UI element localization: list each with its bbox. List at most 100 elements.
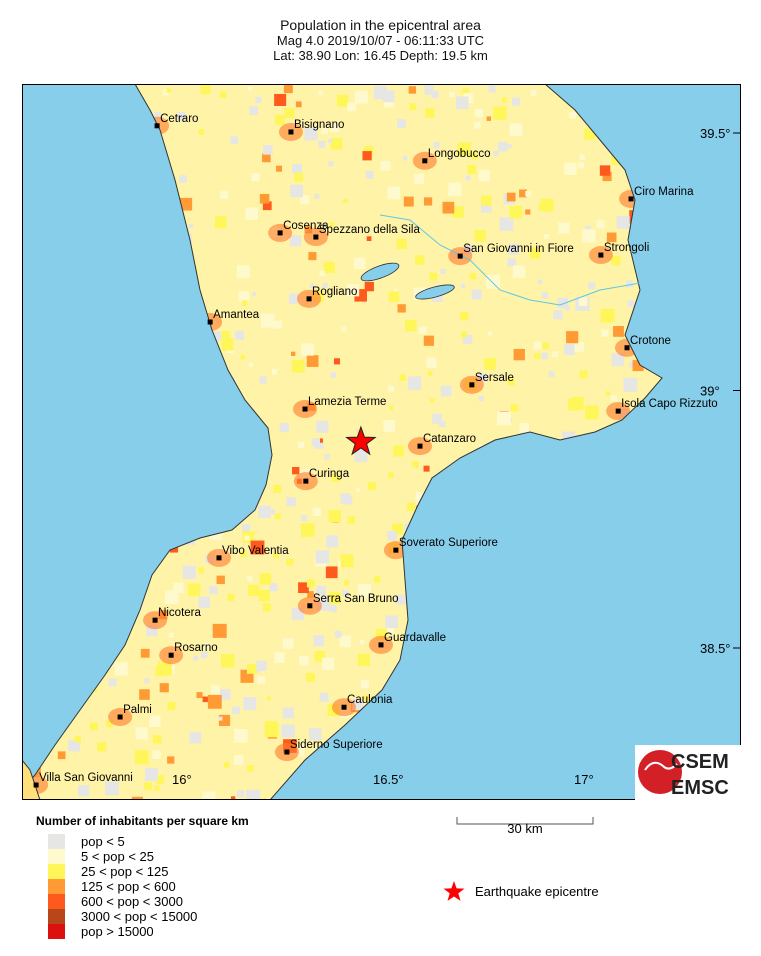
density-cell bbox=[405, 319, 417, 332]
city-label: Rosarno bbox=[174, 642, 217, 654]
density-cell bbox=[542, 342, 549, 350]
density-cell bbox=[507, 258, 516, 267]
density-cell bbox=[318, 140, 326, 148]
legend-item: 125 < pop < 600 bbox=[48, 879, 176, 894]
density-cell bbox=[299, 655, 309, 666]
density-cell bbox=[403, 196, 414, 207]
city-marker bbox=[628, 196, 634, 202]
density-cell bbox=[311, 438, 321, 447]
city-label: Cetraro bbox=[160, 113, 198, 125]
density-cell bbox=[474, 109, 484, 118]
density-cell bbox=[291, 359, 305, 373]
density-cell bbox=[167, 756, 175, 764]
density-cell bbox=[155, 775, 164, 784]
city-label: Nicotera bbox=[158, 607, 201, 619]
ionian-sea bbox=[269, 84, 741, 800]
density-cell bbox=[209, 585, 218, 595]
density-cell bbox=[365, 170, 374, 179]
legend-label: pop < 5 bbox=[81, 834, 125, 849]
density-cell bbox=[68, 739, 80, 752]
density-cell bbox=[397, 304, 406, 313]
city-label: Bisignano bbox=[294, 119, 345, 131]
density-cell bbox=[606, 232, 617, 243]
legend-item: pop > 15000 bbox=[48, 924, 154, 939]
density-cell bbox=[330, 372, 336, 378]
lake-ampollino bbox=[415, 284, 455, 300]
density-cell bbox=[295, 101, 302, 108]
density-cell bbox=[564, 344, 576, 356]
density-cell bbox=[329, 604, 337, 612]
density-cell bbox=[375, 628, 387, 640]
density-cell bbox=[366, 236, 372, 242]
density-cell bbox=[393, 288, 398, 294]
density-cell bbox=[314, 193, 320, 199]
density-cell bbox=[246, 575, 253, 582]
density-cell bbox=[569, 111, 577, 119]
lon-tick-label: 17° bbox=[574, 772, 594, 787]
density-cell bbox=[289, 293, 300, 304]
density-cell bbox=[248, 362, 253, 367]
density-cell bbox=[409, 103, 417, 111]
density-cell bbox=[541, 352, 548, 360]
density-cell bbox=[307, 591, 314, 598]
density-cell bbox=[407, 376, 422, 390]
density-cell bbox=[283, 84, 293, 94]
density-cell bbox=[340, 554, 354, 568]
density-cell bbox=[251, 173, 260, 182]
density-cell bbox=[426, 357, 437, 368]
lat-tick-label: 38.5° bbox=[700, 641, 731, 656]
density-cell bbox=[204, 642, 211, 650]
density-cell bbox=[602, 171, 612, 182]
density-cell bbox=[318, 438, 323, 443]
density-cell bbox=[262, 153, 271, 163]
density-cell bbox=[149, 715, 161, 727]
density-cell bbox=[343, 198, 348, 204]
density-cell bbox=[564, 305, 570, 311]
density-cell bbox=[270, 509, 276, 515]
density-cell bbox=[408, 86, 417, 94]
density-cell bbox=[189, 731, 202, 744]
density-cell bbox=[319, 270, 325, 277]
density-cell bbox=[282, 638, 294, 649]
density-cell bbox=[471, 153, 478, 160]
density-cell bbox=[431, 90, 439, 99]
city-label: Soverato Superiore bbox=[399, 537, 498, 549]
density-cell bbox=[393, 445, 405, 457]
density-cell bbox=[363, 145, 374, 156]
density-cell bbox=[558, 222, 570, 234]
density-cell bbox=[339, 635, 352, 648]
density-cell bbox=[357, 584, 372, 598]
density-cell bbox=[323, 261, 335, 273]
density-cell bbox=[334, 630, 342, 638]
density-cell bbox=[152, 735, 162, 744]
density-cell bbox=[568, 398, 581, 411]
density-cell bbox=[596, 220, 605, 229]
density-cell bbox=[501, 97, 508, 103]
density-cell bbox=[193, 655, 199, 661]
density-cell bbox=[220, 190, 229, 199]
density-cell bbox=[629, 361, 636, 368]
legend-label: 5 < pop < 25 bbox=[81, 849, 155, 864]
density-cell bbox=[552, 351, 559, 358]
density-cell bbox=[493, 150, 499, 156]
density-cell bbox=[234, 755, 244, 765]
density-cell bbox=[188, 223, 193, 229]
density-cell bbox=[354, 90, 368, 104]
city-label: Amantea bbox=[213, 309, 260, 321]
density-cell bbox=[506, 192, 516, 202]
density-cell bbox=[473, 121, 481, 129]
density-cell bbox=[325, 566, 338, 579]
density-cell bbox=[274, 114, 286, 125]
density-cell bbox=[461, 88, 469, 96]
density-cell bbox=[264, 723, 279, 738]
density-cell bbox=[541, 292, 549, 299]
city-label: Sersale bbox=[475, 372, 514, 384]
city-marker bbox=[303, 478, 309, 484]
city-label: Siderno Superiore bbox=[290, 739, 383, 751]
density-cell bbox=[480, 201, 492, 213]
density-cell bbox=[383, 420, 396, 432]
density-cell bbox=[248, 86, 253, 92]
city-label: Crotone bbox=[630, 335, 671, 347]
city-marker bbox=[117, 714, 123, 720]
density-cell bbox=[388, 405, 394, 411]
